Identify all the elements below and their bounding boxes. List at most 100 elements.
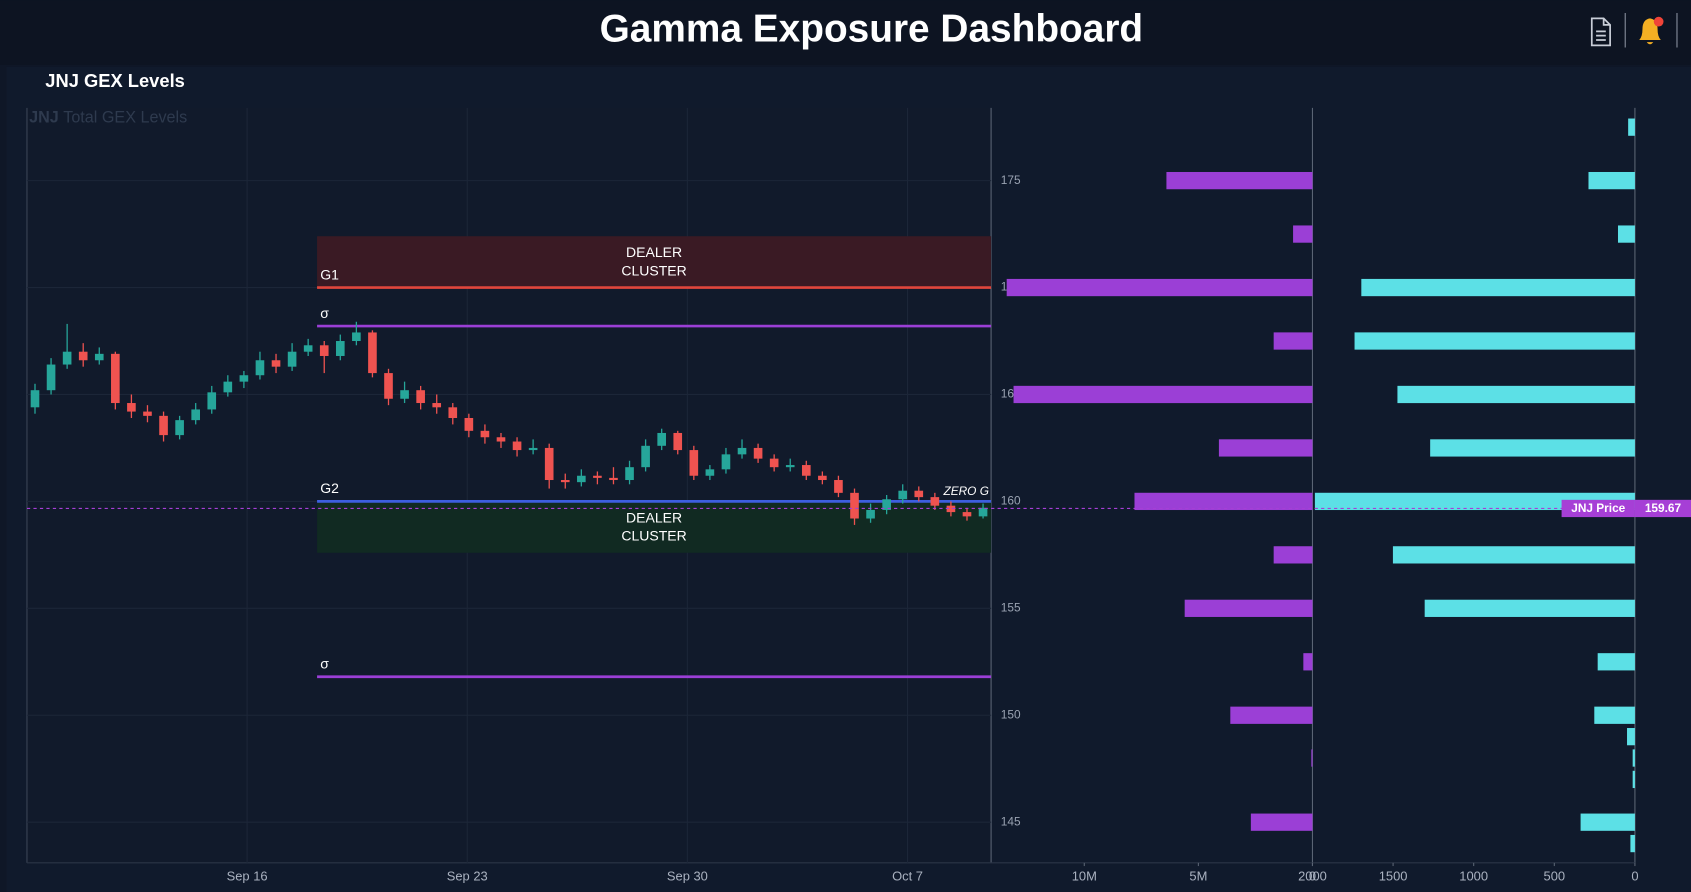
gex-bar (1311, 749, 1313, 767)
gex-bar (1617, 225, 1635, 243)
candle-body (496, 437, 506, 442)
gex-bar (1361, 278, 1635, 297)
gex-bar (1303, 653, 1313, 671)
zone-label: DEALER (626, 244, 682, 260)
candle-body (159, 415, 168, 436)
candle-body (641, 445, 650, 468)
zone-label: DEALER (626, 509, 682, 525)
chart-watermark: JNJ Total GEX Levels (29, 109, 187, 127)
x-tick-label: 5M (1189, 868, 1207, 883)
candle-body (384, 373, 393, 399)
candle-body (416, 390, 425, 404)
candle-body (737, 447, 747, 455)
candle-body (705, 469, 715, 476)
gex-bar (1597, 653, 1635, 671)
candle-body (930, 497, 940, 506)
candle-body (801, 465, 811, 476)
candle-body (577, 475, 586, 483)
candle-body (818, 475, 827, 481)
candle-body (898, 490, 908, 500)
watermark-title: Total GEX Levels (63, 109, 187, 127)
gex-bar (1354, 332, 1635, 350)
candle-body (191, 409, 200, 421)
candle-body (962, 512, 972, 517)
candle-body (30, 390, 40, 408)
candle-body (111, 353, 120, 404)
gex-bar (1314, 492, 1635, 511)
candle-body (914, 490, 924, 498)
gex-bar (1632, 749, 1635, 767)
candle-body (448, 407, 458, 418)
candle-body (657, 432, 666, 446)
price-tag-bg (1634, 499, 1691, 518)
level-label: σ (320, 656, 329, 672)
gex-bar (1430, 439, 1635, 457)
candle-body (175, 420, 184, 436)
x-tick-label: 10M (1072, 868, 1097, 883)
candle-body (544, 447, 554, 481)
gex-bar (1250, 813, 1313, 831)
level-label: G2 (320, 480, 339, 496)
candle-body (769, 458, 779, 468)
x-tick-label: 1000 (1459, 868, 1488, 883)
header-bar (0, 0, 1691, 65)
x-tick-label: 500 (1544, 868, 1566, 883)
y-tick-label: 145 (1001, 814, 1021, 828)
candle-body (94, 353, 104, 361)
panel-title: JNJ GEX Levels (45, 70, 185, 91)
y-tick-label: 155 (1001, 600, 1021, 614)
gex-bar (1424, 599, 1635, 617)
x-tick-label: 0 (1309, 868, 1316, 883)
level-label: G1 (320, 266, 339, 282)
gex-bar (1013, 385, 1313, 404)
candle-body (287, 351, 297, 367)
gex-bar (1134, 492, 1313, 511)
doc-icon[interactable] (1590, 17, 1611, 47)
candle-body (721, 454, 731, 470)
candle-body (46, 364, 56, 391)
candle-body (62, 351, 72, 365)
gex-bar (1273, 332, 1313, 350)
candle-body (528, 447, 538, 451)
candle-body (850, 492, 859, 519)
gex-bar (1397, 385, 1635, 404)
candle-body (593, 475, 602, 478)
candle-body (127, 403, 136, 412)
price-tag-bg (1561, 499, 1635, 518)
candle-body (560, 480, 570, 483)
candle-body (480, 430, 490, 438)
candle-body (464, 417, 474, 431)
candle-body (673, 432, 683, 451)
x-tick-label: 1500 (1379, 868, 1408, 883)
x-tick-label: Sep 23 (447, 868, 488, 883)
candle-body (352, 332, 361, 342)
price-tag-label: JNJ Price (1571, 501, 1625, 515)
x-tick-label: 0 (1631, 868, 1638, 883)
candle-body (271, 360, 281, 367)
gex-bar (1293, 225, 1313, 243)
gex-bar (1392, 546, 1635, 564)
gex-bar (1594, 706, 1635, 724)
x-tick-label: 2000 (1298, 868, 1327, 883)
candle-body (335, 341, 345, 356)
gex-bar (1632, 770, 1635, 789)
page-title: Gamma Exposure Dashboard (600, 8, 1144, 51)
candle-body (207, 392, 217, 410)
candle-body (689, 450, 699, 476)
candle-body (143, 411, 152, 416)
y-tick-label: 150 (1001, 707, 1021, 721)
gex-bar (1627, 728, 1635, 746)
candle-body (303, 345, 313, 352)
gex-bar (1218, 439, 1313, 457)
candle-body (834, 480, 843, 493)
candle-body (78, 351, 88, 361)
bell-icon[interactable] (1639, 16, 1664, 45)
gex-bar (1273, 546, 1313, 564)
candle-body (239, 375, 249, 382)
candle-body (512, 441, 522, 451)
gex-bar (1588, 171, 1635, 190)
x-tick-label: Oct 7 (892, 868, 923, 883)
gex-bar (1230, 706, 1313, 724)
